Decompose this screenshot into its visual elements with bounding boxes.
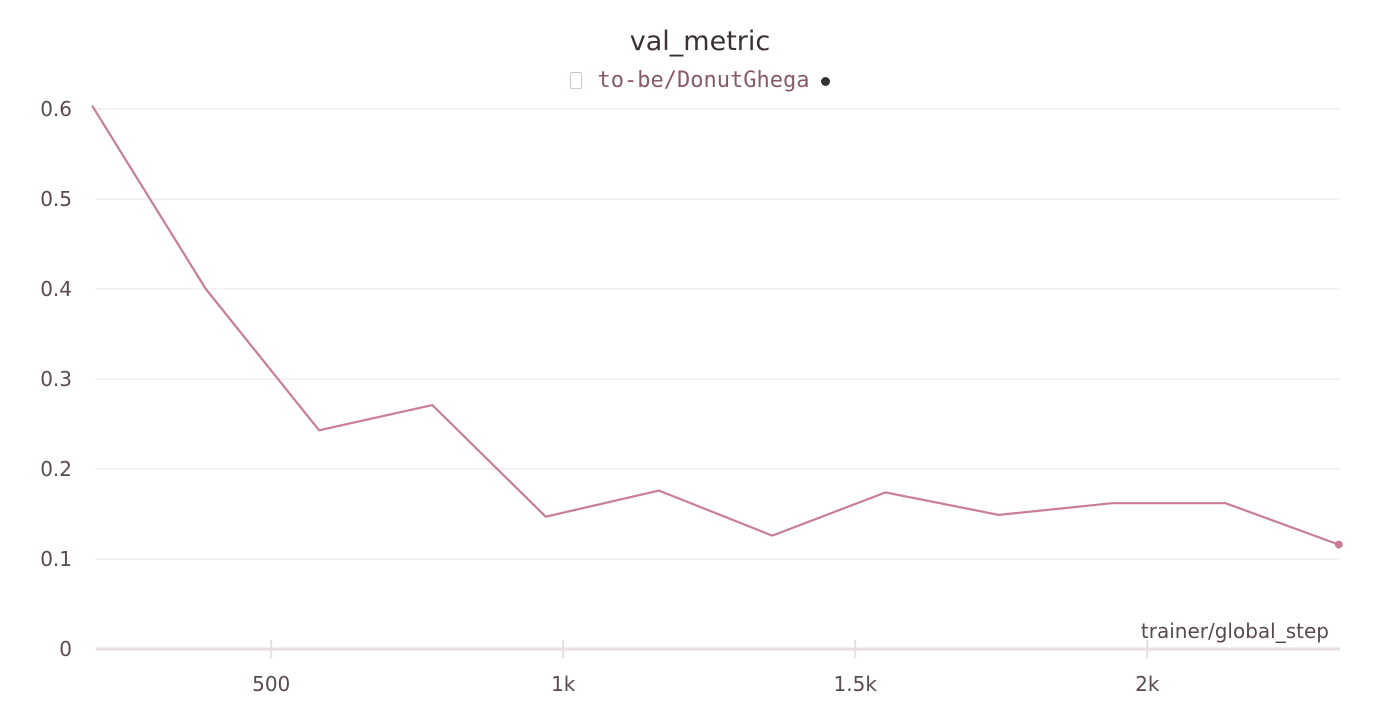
y-tick-label: 0.1 [40,547,72,571]
x-tick-label: 2k [1135,672,1160,696]
series-last-point[interactable] [1334,540,1343,549]
y-tick-label: 0.5 [40,187,72,211]
y-tick-label: 0.4 [40,277,72,301]
run-visibility-icon[interactable] [569,72,582,89]
x-axis: 500 1k 1.5k 2k [96,640,1340,696]
y-tick-label: 0.2 [40,457,72,481]
legend[interactable]: to-be/DonutGhega [0,68,1400,93]
y-tick-label: 0 [59,637,72,661]
series-layer [91,105,1343,549]
x-tick-label: 1k [551,672,576,696]
y-tick-label: 0.3 [40,367,72,391]
series-line[interactable] [91,105,1340,546]
grid [96,108,1340,560]
run-status-dot-icon [821,77,831,86]
y-axis: 0 0.1 0.2 0.3 0.4 0.5 0.6 [40,97,72,661]
y-tick-label: 0.6 [40,97,72,121]
x-tick-label: 500 [252,672,290,696]
x-axis-title: trainer/global_step [1141,619,1329,643]
legend-series-name: to-be/DonutGhega [597,68,810,93]
x-tick-label: 1.5k [834,672,878,696]
chart-title: val_metric [629,26,771,57]
